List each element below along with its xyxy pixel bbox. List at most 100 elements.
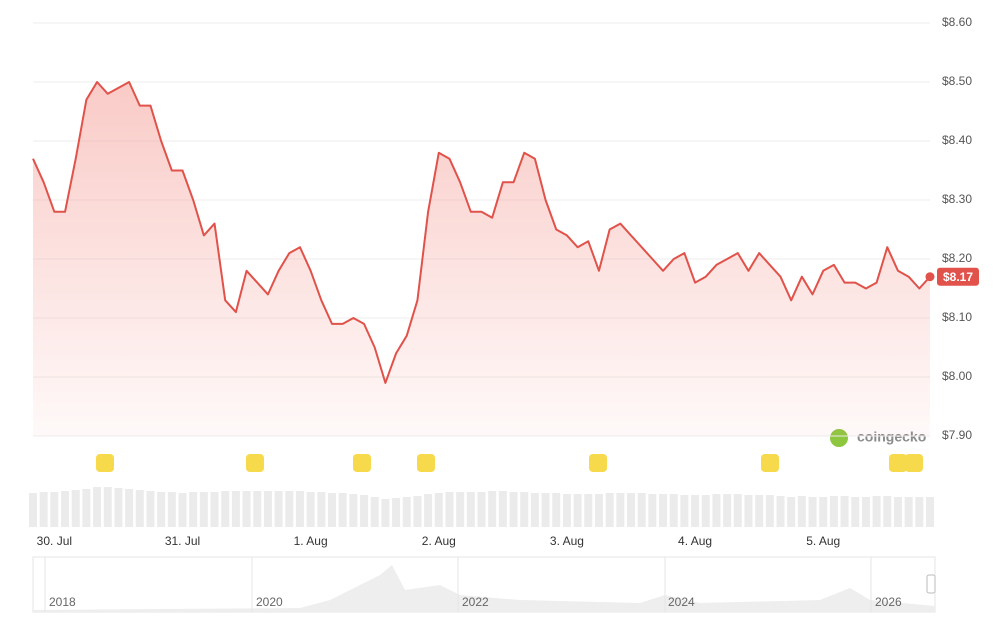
volume-bar: [71, 490, 80, 527]
event-marker[interactable]: [353, 454, 371, 472]
volume-bar: [103, 487, 112, 527]
event-marker[interactable]: [889, 454, 907, 472]
volume-bar: [883, 496, 892, 527]
volume-bar: [530, 493, 539, 527]
volume-bar: [231, 491, 240, 527]
x-tick-label: 30. Jul: [37, 534, 72, 548]
x-tick-label: 4. Aug: [678, 534, 712, 548]
volume-bar: [413, 496, 422, 527]
volume-bar: [402, 497, 411, 527]
volume-bar: [616, 493, 625, 527]
x-tick-label: 3. Aug: [550, 534, 584, 548]
volume-bar: [562, 494, 571, 527]
navigator-year: 2026: [875, 595, 902, 609]
volume-bar: [744, 495, 753, 527]
volume-bar: [701, 495, 710, 527]
volume-bar: [167, 492, 176, 527]
volume-bar: [573, 494, 582, 527]
volume-bar: [199, 492, 208, 527]
volume-bar: [157, 492, 166, 527]
volume-bar: [253, 491, 262, 527]
event-marker[interactable]: [761, 454, 779, 472]
volume-bar: [626, 493, 636, 527]
volume-bar: [82, 489, 91, 527]
navigator-handle[interactable]: [926, 574, 936, 594]
volume-bar: [434, 493, 443, 527]
volume-bar: [659, 494, 668, 527]
volume-bar: [285, 491, 294, 527]
y-tick-label: $8.50: [942, 74, 972, 88]
volume-bar: [28, 493, 38, 527]
volume-bar: [327, 493, 337, 527]
navigator-year: 2018: [49, 595, 76, 609]
volume-bar: [50, 492, 59, 527]
volume-bar: [295, 491, 304, 527]
navigator-year: 2024: [668, 595, 695, 609]
volume-bar: [723, 494, 732, 527]
volume-bar: [221, 491, 230, 527]
volume-bar: [765, 495, 774, 527]
volume-bar: [605, 493, 614, 527]
volume-bar: [466, 492, 475, 527]
volume-bar: [893, 497, 902, 527]
volume-bar: [93, 487, 102, 527]
volume-bar: [648, 494, 657, 527]
volume-bar: [552, 493, 561, 527]
event-marker[interactable]: [96, 454, 114, 472]
x-tick-label: 31. Jul: [165, 534, 200, 548]
volume-bar: [509, 492, 518, 527]
price-badge: [937, 267, 979, 286]
y-tick-label: $7.90: [942, 428, 972, 442]
volume-bar: [189, 492, 198, 527]
volume-bar: [776, 496, 785, 527]
event-markers: [96, 454, 923, 472]
y-tick-label: $8.40: [942, 133, 972, 147]
volume-bar: [797, 496, 806, 527]
volume-bar: [915, 497, 924, 527]
x-tick-label: 2. Aug: [422, 534, 456, 548]
navigator-year: 2022: [462, 595, 489, 609]
volume-bar: [445, 492, 454, 527]
volume-bar: [146, 491, 155, 527]
volume-bar: [904, 497, 913, 527]
volume-bar: [360, 495, 369, 527]
volume-bar: [691, 495, 700, 527]
line: [32, 81, 931, 384]
volume-bar: [712, 494, 721, 527]
volume-bar: [381, 499, 390, 527]
event-marker[interactable]: [417, 454, 435, 472]
navigator-year: 2020: [256, 595, 283, 609]
event-marker[interactable]: [905, 454, 923, 472]
volume-bar: [39, 492, 48, 527]
volume-bar: [114, 488, 123, 527]
volume-bar: [456, 492, 465, 527]
volume-bar: [263, 491, 272, 527]
area: [33, 82, 930, 436]
volume-bar: [680, 495, 689, 527]
volume-bar: [733, 494, 742, 527]
volume-bar: [808, 497, 817, 527]
volume-bar: [61, 491, 70, 527]
y-tick-label: $8.20: [942, 251, 972, 265]
y-tick-label: $8.00: [942, 369, 972, 383]
volume-bar: [210, 492, 219, 527]
volume-bar: [424, 494, 433, 527]
volume-bar: [861, 497, 870, 527]
volume-bar: [498, 491, 507, 527]
y-tick-label: $8.10: [942, 310, 972, 324]
navigator-area: [33, 565, 935, 612]
event-marker[interactable]: [589, 454, 607, 472]
volume-bar: [872, 496, 881, 527]
volume-bar: [306, 492, 315, 527]
volume-bar: [787, 497, 796, 527]
y-tick-label: $8.60: [942, 15, 972, 29]
volume-bar: [370, 497, 379, 527]
volume-bar: [178, 493, 187, 527]
volume-bar: [637, 493, 646, 527]
y-tick-label: $8.30: [942, 192, 972, 206]
event-marker[interactable]: [246, 454, 264, 472]
volume-bar: [541, 493, 550, 527]
volume-bar: [242, 491, 251, 527]
volume-bar: [755, 495, 764, 527]
